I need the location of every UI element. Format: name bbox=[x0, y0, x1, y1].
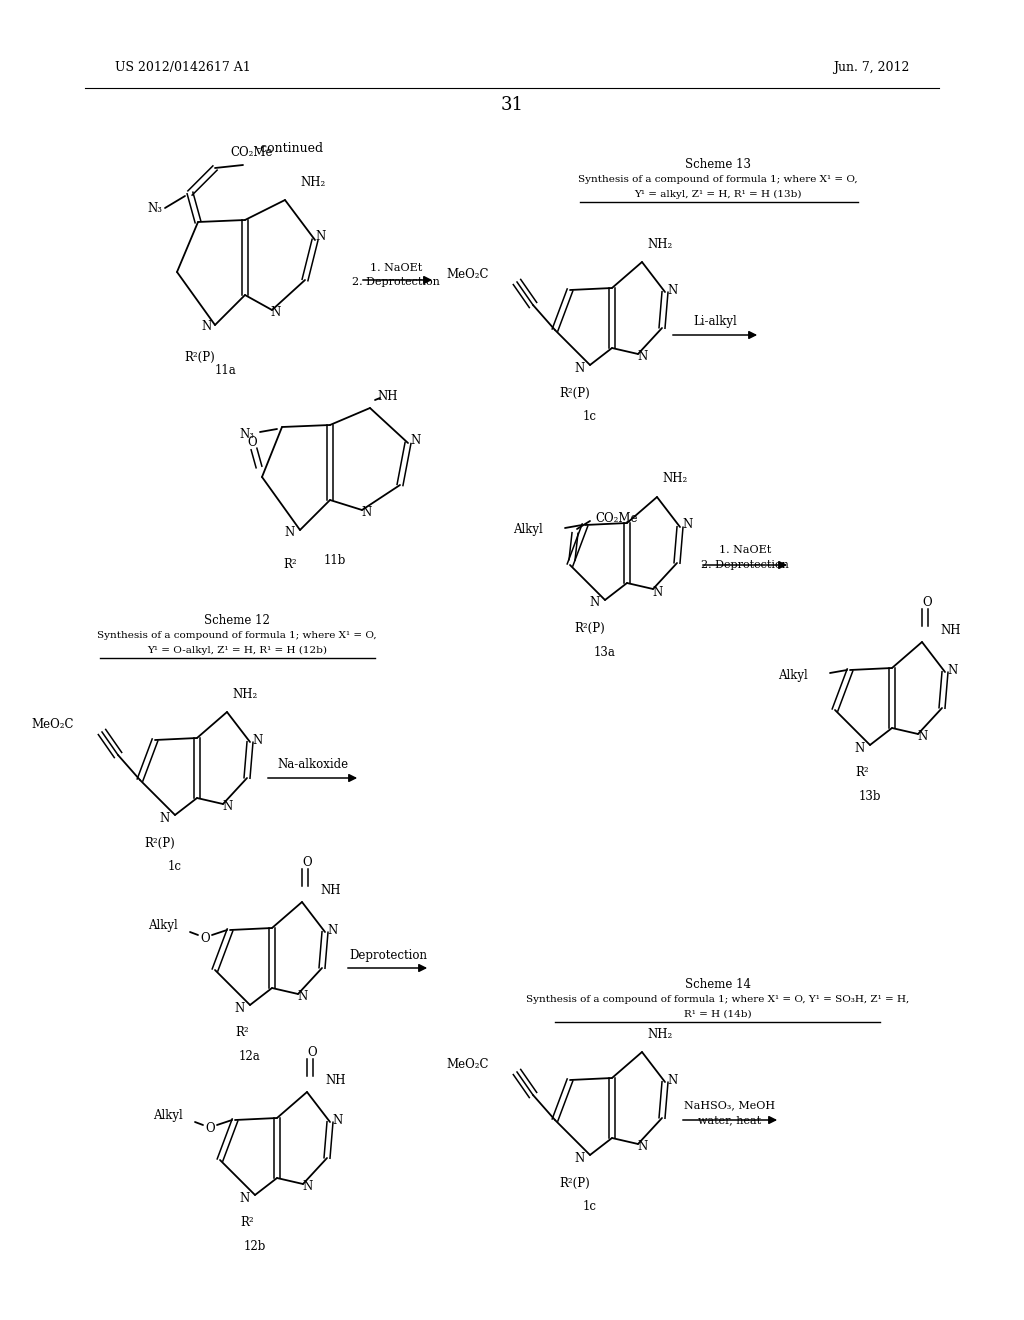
Text: N: N bbox=[653, 586, 664, 598]
Text: O: O bbox=[247, 436, 257, 449]
Text: Jun. 7, 2012: Jun. 7, 2012 bbox=[833, 62, 909, 74]
Text: 1c: 1c bbox=[583, 411, 597, 424]
Text: Li-alkyl: Li-alkyl bbox=[693, 315, 737, 329]
Text: MeO₂C: MeO₂C bbox=[32, 718, 74, 730]
Text: O: O bbox=[200, 932, 210, 945]
Text: O: O bbox=[923, 595, 932, 609]
Text: N: N bbox=[918, 730, 928, 743]
Text: 12a: 12a bbox=[240, 1051, 261, 1064]
Text: N: N bbox=[948, 664, 958, 676]
Text: N: N bbox=[315, 230, 326, 243]
Text: R²(P): R²(P) bbox=[560, 387, 591, 400]
Text: Scheme 13: Scheme 13 bbox=[685, 158, 751, 172]
Text: O: O bbox=[307, 1045, 316, 1059]
Text: Alkyl: Alkyl bbox=[513, 524, 543, 536]
Text: 1. NaOEt: 1. NaOEt bbox=[370, 263, 422, 273]
Text: 11a: 11a bbox=[214, 363, 236, 376]
Text: CO₂Me: CO₂Me bbox=[230, 145, 273, 158]
Text: N: N bbox=[333, 1114, 343, 1126]
Text: NH₂: NH₂ bbox=[647, 238, 672, 251]
Text: N: N bbox=[638, 1140, 648, 1154]
Text: N: N bbox=[234, 1002, 245, 1015]
Text: NH: NH bbox=[940, 623, 961, 636]
Text: 31: 31 bbox=[501, 96, 523, 114]
Text: Synthesis of a compound of formula 1; where X¹ = O, Y¹ = SO₃H, Z¹ = H,: Synthesis of a compound of formula 1; wh… bbox=[526, 995, 909, 1005]
Text: N: N bbox=[361, 507, 372, 520]
Text: 13b: 13b bbox=[859, 791, 882, 804]
Text: N: N bbox=[223, 800, 233, 813]
Text: N: N bbox=[240, 1192, 250, 1204]
Text: R²(P): R²(P) bbox=[144, 837, 175, 850]
Text: Scheme 12: Scheme 12 bbox=[204, 614, 270, 627]
Text: N: N bbox=[855, 742, 865, 755]
Text: R¹ = H (14b): R¹ = H (14b) bbox=[684, 1010, 752, 1019]
Text: water, heat: water, heat bbox=[698, 1115, 762, 1125]
Text: NH: NH bbox=[325, 1073, 345, 1086]
Text: N: N bbox=[303, 1180, 313, 1193]
Text: Synthesis of a compound of formula 1; where X¹ = O,: Synthesis of a compound of formula 1; wh… bbox=[97, 631, 377, 640]
Text: R²(P): R²(P) bbox=[574, 622, 605, 635]
Text: US 2012/0142617 A1: US 2012/0142617 A1 bbox=[115, 62, 251, 74]
Text: 1c: 1c bbox=[168, 861, 182, 874]
Text: N: N bbox=[668, 284, 678, 297]
Text: R²: R² bbox=[284, 558, 297, 572]
Text: N: N bbox=[328, 924, 338, 936]
Text: R²(P): R²(P) bbox=[184, 351, 215, 363]
Text: R²: R² bbox=[241, 1217, 254, 1229]
Text: -continued: -continued bbox=[256, 141, 324, 154]
Text: NH₂: NH₂ bbox=[300, 176, 326, 189]
Text: N: N bbox=[574, 1151, 585, 1164]
Text: CO₂Me: CO₂Me bbox=[595, 511, 638, 524]
Text: N: N bbox=[253, 734, 263, 747]
Text: NH₂: NH₂ bbox=[232, 688, 257, 701]
Text: N: N bbox=[411, 433, 421, 446]
Text: 13a: 13a bbox=[594, 645, 616, 659]
Text: 11b: 11b bbox=[324, 553, 346, 566]
Text: N: N bbox=[160, 812, 170, 825]
Text: Alkyl: Alkyl bbox=[148, 919, 178, 932]
Text: N: N bbox=[285, 527, 295, 540]
Text: NH₂: NH₂ bbox=[662, 473, 687, 486]
Text: N: N bbox=[271, 305, 282, 318]
Text: Deprotection: Deprotection bbox=[349, 949, 427, 961]
Text: N: N bbox=[590, 597, 600, 610]
Text: N: N bbox=[683, 519, 693, 532]
Text: 2. Deprotection: 2. Deprotection bbox=[701, 560, 788, 570]
Text: N: N bbox=[638, 351, 648, 363]
Text: N₃: N₃ bbox=[147, 202, 163, 214]
Text: N₃: N₃ bbox=[240, 429, 255, 441]
Text: Scheme 14: Scheme 14 bbox=[685, 978, 751, 991]
Text: O: O bbox=[205, 1122, 215, 1134]
Text: Y¹ = O-alkyl, Z¹ = H, R¹ = H (12b): Y¹ = O-alkyl, Z¹ = H, R¹ = H (12b) bbox=[147, 645, 327, 655]
Text: 2. Deprotection: 2. Deprotection bbox=[352, 277, 440, 286]
Text: R²: R² bbox=[236, 1027, 249, 1040]
Text: Alkyl: Alkyl bbox=[154, 1109, 183, 1122]
Text: N: N bbox=[668, 1073, 678, 1086]
Text: 12b: 12b bbox=[244, 1241, 266, 1254]
Text: Na-alkoxide: Na-alkoxide bbox=[278, 758, 348, 771]
Text: NH₂: NH₂ bbox=[647, 1027, 672, 1040]
Text: MeO₂C: MeO₂C bbox=[446, 268, 489, 281]
Text: Y¹ = alkyl, Z¹ = H, R¹ = H (13b): Y¹ = alkyl, Z¹ = H, R¹ = H (13b) bbox=[634, 190, 802, 198]
Text: N: N bbox=[202, 321, 212, 334]
Text: 1. NaOEt: 1. NaOEt bbox=[719, 545, 771, 554]
Text: NH: NH bbox=[319, 883, 341, 896]
Text: Alkyl: Alkyl bbox=[778, 668, 808, 681]
Text: R²(P): R²(P) bbox=[560, 1176, 591, 1189]
Text: N: N bbox=[298, 990, 308, 1003]
Text: N: N bbox=[574, 362, 585, 375]
Text: NaHSO₃, MeOH: NaHSO₃, MeOH bbox=[684, 1100, 775, 1110]
Text: 1c: 1c bbox=[583, 1200, 597, 1213]
Text: R²: R² bbox=[855, 767, 868, 780]
Text: O: O bbox=[302, 855, 312, 869]
Text: MeO₂C: MeO₂C bbox=[446, 1057, 489, 1071]
Text: Synthesis of a compound of formula 1; where X¹ = O,: Synthesis of a compound of formula 1; wh… bbox=[579, 176, 858, 185]
Text: NH: NH bbox=[378, 389, 398, 403]
